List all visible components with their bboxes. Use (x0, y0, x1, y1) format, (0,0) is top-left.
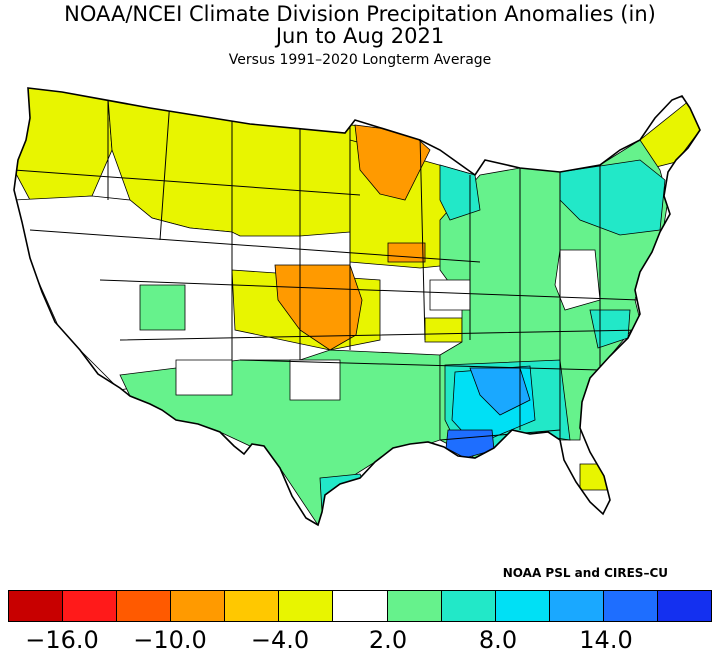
legend-swatch (225, 591, 280, 621)
legend-colorbar (8, 590, 712, 622)
state-boundaries (14, 90, 641, 441)
legend-tick-label: −10.0 (133, 626, 207, 654)
region-great-lakes-teal (439, 164, 481, 221)
region-colorado-green (139, 284, 186, 331)
us-outline-stroke (13, 87, 701, 527)
us-precipitation-map (13, 87, 701, 527)
region-iowa-dry (387, 242, 426, 263)
credit-label: NOAA PSL and CIRES–CU (502, 566, 668, 580)
map-period: Jun to Aug 2021 (275, 24, 445, 48)
legend-tick-label: −16.0 (25, 626, 99, 654)
legend-swatch (63, 591, 118, 621)
region-arizona-white (175, 359, 233, 396)
legend-swatch (333, 591, 388, 621)
region-mid-atlantic-white (554, 249, 601, 311)
region-missouri-yellow (424, 317, 463, 343)
map-subtitle: Versus 1991–2020 Longterm Average (228, 52, 492, 68)
legend-swatch (603, 591, 658, 621)
legend-swatch (117, 591, 172, 621)
region-central-plains-dry (274, 264, 363, 351)
legend-swatch (657, 591, 712, 621)
map-title: NOAA/NCEI Climate Division Precipitation… (64, 2, 656, 26)
legend-tick-label: 14.0 (579, 626, 633, 654)
legend-swatch (9, 591, 64, 621)
legend-swatch (279, 591, 334, 621)
legend-swatch (549, 591, 604, 621)
legend-swatch (495, 591, 550, 621)
region-midwest-white (429, 279, 471, 311)
region-central-texas-white (289, 359, 341, 401)
legend-swatch (171, 591, 226, 621)
legend-tick-label: 8.0 (478, 626, 518, 654)
legend-tick-label: −4.0 (250, 626, 310, 654)
region-southwest-green (119, 349, 441, 525)
legend-tick-label: 2.0 (368, 626, 408, 654)
legend-swatch (387, 591, 442, 621)
legend-swatch (441, 591, 496, 621)
region-northeast-teal (559, 159, 666, 236)
